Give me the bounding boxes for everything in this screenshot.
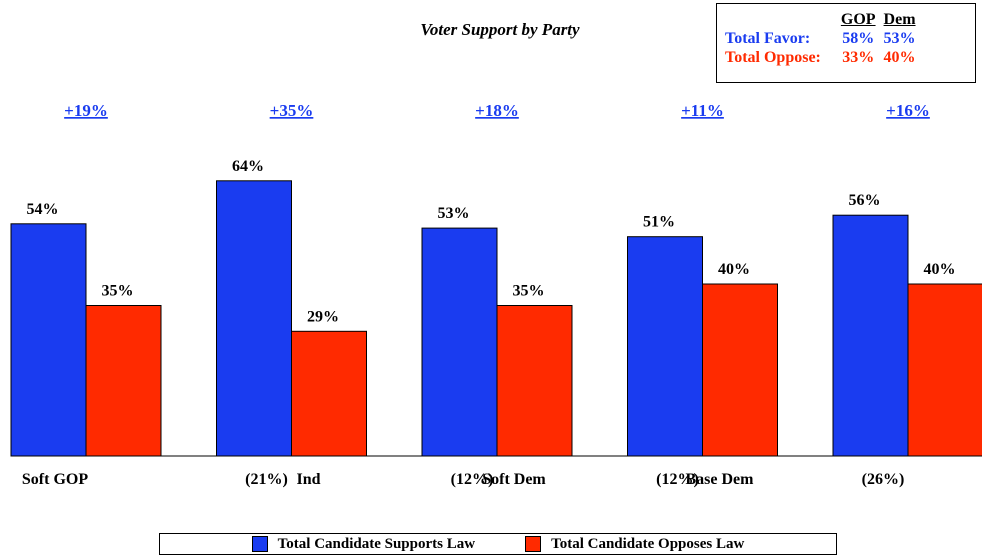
diff-label: +16%: [886, 101, 930, 120]
summary-label-oppose: Total Oppose:: [725, 49, 821, 66]
category-share-label: (12%): [656, 471, 699, 488]
summary-favor-gop: 58%: [842, 30, 875, 47]
bar-supports: [216, 180, 292, 457]
bar-supports: [10, 223, 87, 457]
summary-table: GOP Dem Total Favor: 58% 53% Total Oppos…: [721, 10, 920, 67]
category-share-label: (21%): [245, 471, 288, 488]
bar-opposes: [702, 283, 778, 457]
summary-favor-dem: 53%: [883, 30, 916, 47]
value-label: 40%: [718, 261, 750, 278]
summary-box: GOP Dem Total Favor: 58% 53% Total Oppos…: [716, 3, 976, 83]
summary-header-gop: GOP: [840, 11, 876, 28]
legend-entry-opposes: Total Candidate Opposes Law: [525, 536, 744, 553]
bar-supports: [832, 214, 909, 457]
summary-row-oppose: Total Oppose: 33% 40%: [721, 48, 920, 67]
value-label: 54%: [27, 201, 59, 218]
legend-label-supports: Total Candidate Supports Law: [277, 535, 476, 552]
category-share-label: (26%): [862, 471, 905, 488]
category-label: Soft Dem: [482, 471, 546, 488]
bar-opposes: [496, 305, 573, 457]
bar-supports: [627, 236, 703, 457]
value-label: 40%: [924, 261, 956, 278]
diff-label: +19%: [64, 101, 108, 120]
bar-opposes: [291, 330, 367, 457]
bar-opposes: [907, 283, 982, 457]
diff-label: +18%: [475, 101, 519, 120]
category-label: Ind: [296, 471, 320, 488]
value-label: 35%: [513, 283, 545, 300]
summary-header-dem: Dem: [883, 11, 916, 28]
legend-swatch-opposes: [525, 536, 542, 552]
summary-label-favor: Total Favor:: [725, 30, 811, 47]
summary-oppose-gop: 33%: [842, 49, 875, 66]
value-label: 35%: [102, 283, 134, 300]
bar-supports: [421, 227, 498, 457]
diff-label: +35%: [270, 101, 314, 120]
bar-opposes: [85, 305, 162, 457]
value-label: 29%: [307, 308, 339, 325]
chart-title: Voter Support by Party: [420, 20, 580, 39]
legend-swatch-supports: [251, 536, 268, 552]
value-label: 51%: [643, 214, 675, 231]
value-label: 56%: [849, 192, 881, 209]
summary-row-favor: Total Favor: 58% 53%: [721, 29, 920, 48]
category-label: Soft GOP: [22, 471, 88, 488]
category-label: Base Dem: [686, 471, 755, 488]
value-label: 53%: [438, 205, 470, 222]
category-share-label: (12%): [451, 471, 494, 488]
legend: Total Candidate Supports Law Total Candi…: [159, 533, 837, 555]
summary-oppose-dem: 40%: [883, 49, 916, 66]
legend-entry-supports: Total Candidate Supports Law: [251, 535, 476, 553]
value-label: 64%: [232, 158, 264, 175]
diff-label: +11%: [681, 101, 724, 120]
legend-label-opposes: Total Candidate Opposes Law: [551, 535, 745, 552]
